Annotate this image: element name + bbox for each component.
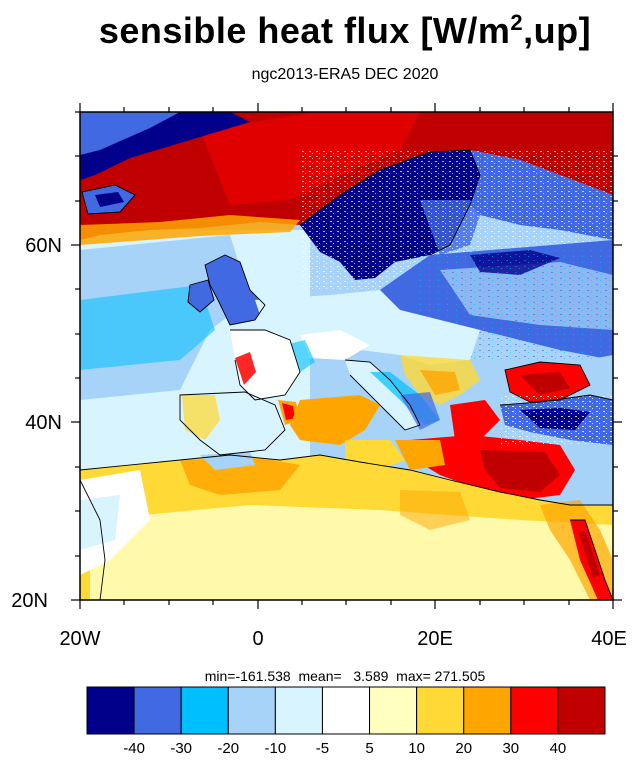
colorbar-label: -30 (170, 740, 192, 757)
colorbar-swatch (321, 686, 371, 735)
coastlines (80, 149, 613, 600)
flux-field (80, 112, 613, 600)
colorbar-swatch (557, 686, 606, 735)
field-france (230, 330, 300, 400)
field-balkans-red (420, 370, 460, 395)
field-med-east-dark (480, 450, 560, 492)
field-aegean (450, 400, 500, 440)
colorbar-swatch (180, 686, 229, 735)
colorbar: -40 -30 -20 -10 -5 5 10 20 30 40 (86, 686, 606, 757)
field-statistics: min=-161.538 mean= 3.589 max= 271.505 (204, 668, 486, 684)
field-med-west (290, 395, 380, 445)
colorbar-swatch (274, 686, 323, 735)
x-tick-label: 40E (591, 628, 627, 650)
tick-marks (71, 103, 622, 609)
field-balkans-blue (400, 392, 440, 430)
colorbar-label: 10 (408, 740, 425, 757)
colorbar-swatch (416, 686, 465, 735)
field-sahara-light (90, 505, 613, 600)
y-tick-label: 60N (25, 235, 62, 257)
field-atlantic-blue (80, 285, 215, 370)
field-libya-warm (400, 490, 470, 530)
colorbar-label: 40 (550, 740, 567, 757)
field-red-sea-core (578, 530, 600, 578)
field-iberia-red (282, 403, 295, 420)
field-alps (300, 330, 370, 360)
colorbar-label: -40 (123, 740, 145, 757)
y-tick-label: 40N (25, 412, 62, 434)
colorbar-label: 20 (455, 740, 472, 757)
field-black-sea-dark (520, 372, 570, 395)
colorbar-swatch (510, 686, 559, 735)
x-tick-label: 0 (252, 628, 263, 650)
colorbar-swatch (227, 686, 276, 735)
colorbar-swatch (86, 686, 135, 735)
field-france-red (235, 352, 256, 385)
field-med-central (395, 440, 445, 470)
field-iberia-yellow (182, 395, 220, 440)
field-greenland-cold2 (80, 112, 180, 155)
field-uk (205, 255, 265, 325)
map-subtitle: ngc2013-ERA5 DEC 2020 (251, 66, 439, 83)
field-iceland-core (95, 192, 124, 207)
colorbar-swatch (133, 686, 182, 735)
field-atlas (180, 458, 300, 495)
field-ireland (188, 280, 214, 312)
field-central-europe (255, 290, 480, 365)
field-arctic-orange (80, 215, 300, 245)
field-caucasus (585, 355, 613, 395)
colorbar-swatch (463, 686, 512, 735)
colorbar-label: -5 (316, 740, 329, 757)
colorbar-label: -20 (217, 740, 239, 757)
map-title: sensible heat flux [W/m2,up] (98, 10, 592, 51)
colorbar-label: 5 (365, 740, 373, 757)
x-tick-label: 20E (417, 628, 453, 650)
colorbar-swatch (369, 686, 418, 735)
y-tick-label: 20N (11, 590, 48, 612)
colorbar-label: 30 (502, 740, 519, 757)
x-tick-label: 20W (59, 628, 100, 650)
colorbar-label: -10 (265, 740, 287, 757)
field-italy (345, 360, 420, 430)
